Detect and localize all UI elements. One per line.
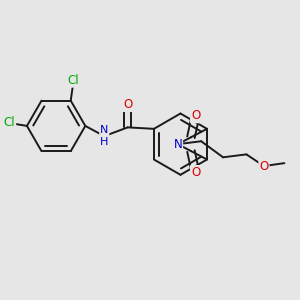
Text: O: O	[191, 110, 200, 122]
Text: Cl: Cl	[4, 116, 15, 130]
Text: O: O	[191, 166, 200, 179]
Text: O: O	[123, 98, 132, 111]
Text: N
H: N H	[100, 125, 109, 147]
Text: O: O	[259, 160, 268, 172]
Text: Cl: Cl	[68, 74, 80, 87]
Text: N: N	[173, 138, 182, 151]
